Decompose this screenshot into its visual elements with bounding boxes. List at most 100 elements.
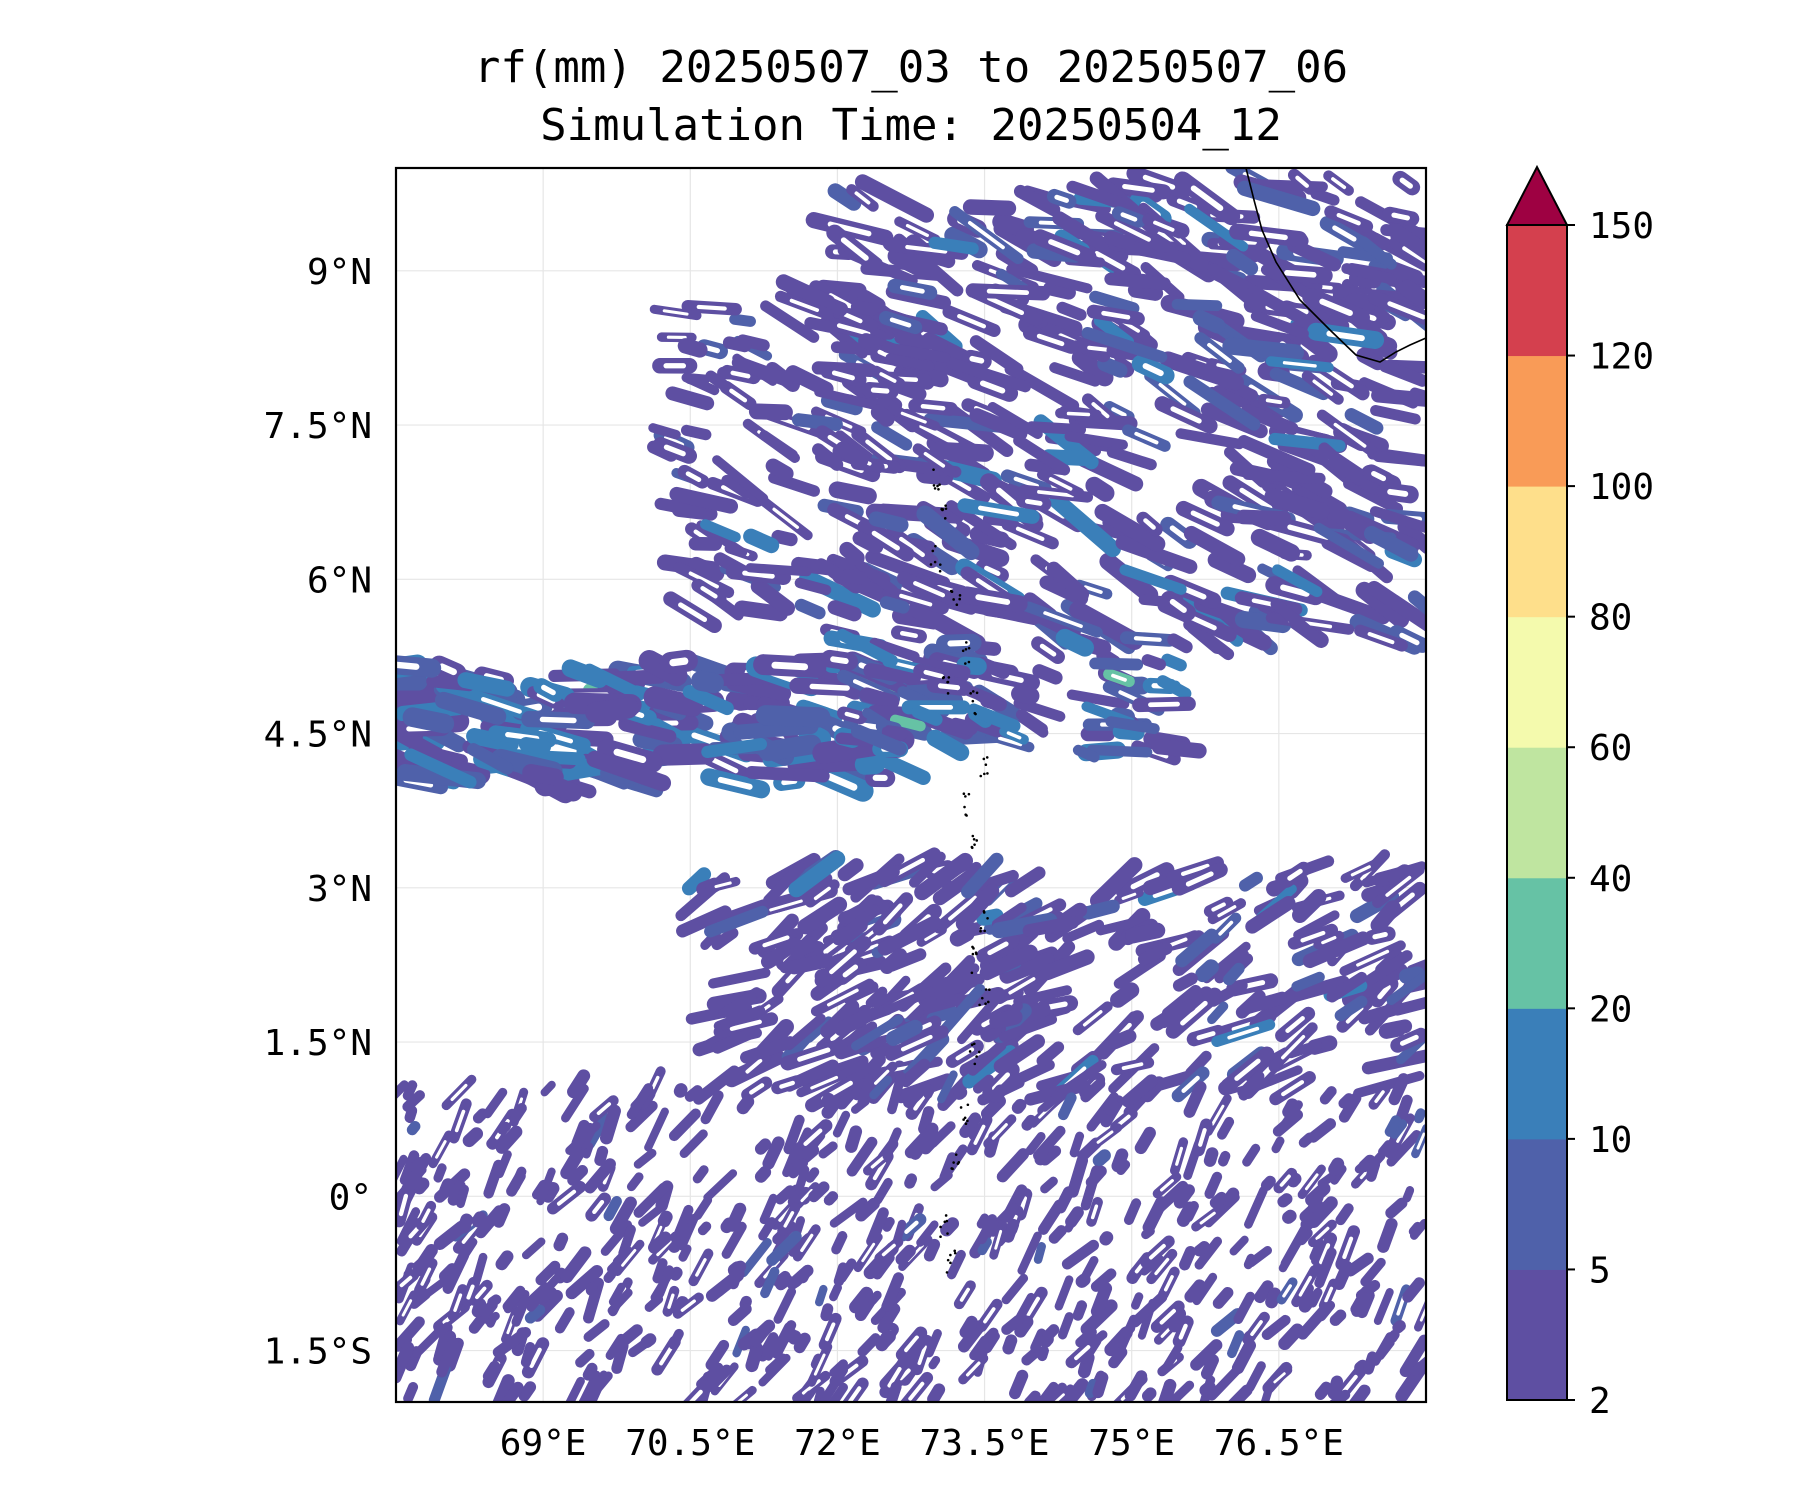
rain-patch: [879, 596, 910, 614]
rain-patch: [703, 1169, 738, 1202]
rain-patch: [820, 999, 860, 1039]
rain-patch: [412, 1324, 446, 1359]
dry-gap: [1082, 1010, 1103, 1027]
atoll-dot: [938, 483, 941, 486]
rain-patch: [1119, 564, 1187, 595]
rain-patch: [774, 1185, 796, 1205]
rain-patch: [1067, 1154, 1089, 1198]
atoll-dot: [946, 680, 950, 684]
dry-gap: [813, 1353, 826, 1376]
rain-patch: [775, 274, 836, 311]
dry-gap: [957, 313, 987, 329]
dry-gap: [959, 1287, 970, 1302]
rain-patch: [820, 1303, 834, 1322]
rain-patch: [1271, 564, 1323, 598]
dry-gap: [1142, 363, 1164, 377]
lon-tick-label: 70.5°E: [625, 1423, 755, 1464]
rain-patch: [923, 413, 1009, 434]
rain-patch: [402, 1080, 418, 1101]
lat-tick-label: 9°N: [307, 252, 372, 293]
rain-patch: [1048, 1225, 1067, 1244]
dry-gap: [700, 586, 718, 599]
rain-patch: [1057, 1312, 1074, 1340]
rain-patch: [1207, 552, 1257, 584]
rain-patch: [1214, 949, 1250, 984]
rain-patch: [457, 1237, 478, 1265]
atoll-dot: [967, 660, 971, 664]
lat-tick-label: 3°N: [307, 869, 372, 910]
rain-patch: [903, 1087, 924, 1109]
rain-patch: [1313, 522, 1385, 569]
rain-patch: [1049, 492, 1121, 558]
india-coastline: [1245, 168, 1426, 363]
dry-gap: [983, 1307, 996, 1324]
rain-patch: [518, 1381, 537, 1402]
dry-gap: [803, 1128, 823, 1146]
colorbar-segment: [1507, 1269, 1567, 1401]
rain-patch: [720, 992, 757, 1031]
dry-gap: [656, 1240, 672, 1257]
rain-patch: [782, 1148, 799, 1178]
dry-gap: [836, 323, 871, 336]
rain-patch: [869, 637, 920, 662]
atoll-dot: [967, 792, 971, 796]
rain-patch: [1175, 928, 1219, 968]
rain-patch: [845, 1125, 863, 1153]
rain-patch: [1314, 1381, 1332, 1400]
rain-patch: [729, 313, 756, 327]
rain-patch: [760, 937, 803, 970]
chart-title: rf(mm) 20250507_03 to 20250507_06: [473, 42, 1349, 93]
rain-patch: [1055, 1186, 1075, 1214]
atoll-dot: [961, 649, 965, 653]
rain-patch: [1244, 1186, 1268, 1229]
rain-patch: [1238, 871, 1263, 892]
rain-patch: [758, 1217, 777, 1241]
rain-patch: [846, 1136, 878, 1177]
rain-patch: [502, 1285, 526, 1312]
rain-patch: [1222, 1384, 1253, 1402]
rain-patch: [540, 1080, 556, 1097]
rain-patch: [885, 1019, 923, 1046]
rain-patch: [1040, 1084, 1072, 1112]
dry-gap: [1207, 342, 1232, 363]
rain-patch: [403, 1382, 419, 1402]
rain-patch: [916, 505, 980, 561]
dry-gap: [1333, 422, 1367, 448]
chart-subtitle: Simulation Time: 20250504_12: [540, 100, 1282, 151]
rain-patch: [1413, 1108, 1426, 1124]
rain-patch: [869, 1075, 893, 1100]
rain-patch: [1061, 1239, 1099, 1270]
rain-patch: [697, 1221, 712, 1236]
atoll-dot: [936, 484, 939, 488]
rain-patch: [684, 1085, 703, 1102]
rain-patch: [1353, 1071, 1425, 1099]
dry-gap: [688, 571, 719, 589]
rain-patch: [772, 1270, 791, 1288]
rain-patch: [1365, 950, 1413, 985]
rain-patch: [827, 600, 862, 622]
dry-gap: [1036, 333, 1065, 347]
colorbar-segment: [1507, 1008, 1567, 1140]
atoll-dot: [964, 795, 967, 798]
atoll-dot: [967, 646, 971, 650]
rain-patch: [961, 852, 1004, 899]
dry-gap: [1377, 984, 1391, 1000]
dry-gap: [729, 1019, 762, 1031]
dry-gap: [667, 1293, 675, 1309]
rain-patch: [1080, 1299, 1118, 1336]
dry-gap: [1295, 175, 1309, 188]
atoll-dot: [955, 603, 959, 607]
dry-gap: [1399, 632, 1420, 646]
rain-patch: [876, 1330, 896, 1350]
rain-patch: [402, 1090, 425, 1112]
dry-gap: [1054, 194, 1069, 203]
dry-gap: [1367, 632, 1395, 645]
atoll-dot: [929, 563, 933, 566]
atoll-dot: [937, 487, 940, 491]
dry-gap: [1284, 270, 1317, 278]
dry-gap: [1321, 935, 1337, 945]
rain-patch: [1173, 1184, 1195, 1209]
rain-patch: [1314, 1247, 1337, 1289]
rain-patch: [1319, 1086, 1337, 1105]
rain-patch: [668, 1108, 701, 1142]
